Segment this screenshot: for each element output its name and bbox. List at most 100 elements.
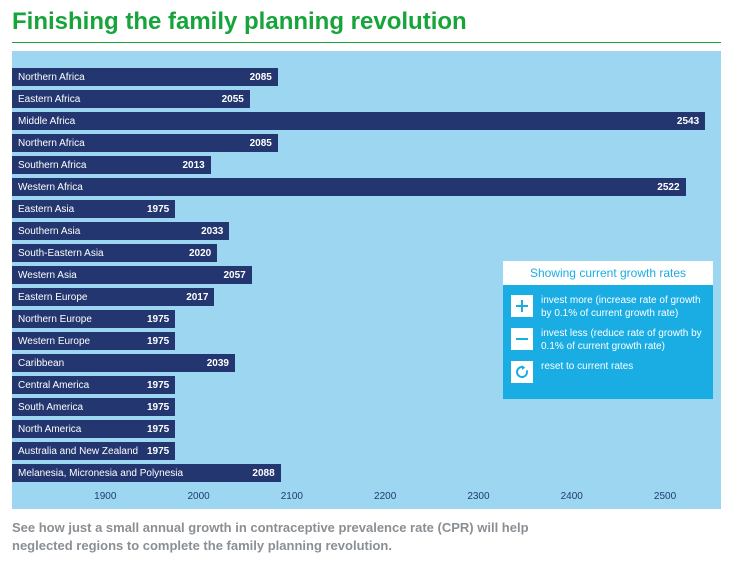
chart-bar: Northern Africa 2085 — [12, 68, 278, 86]
chart-row: North America 1975 — [12, 419, 175, 439]
chart-bar: South-Eastern Asia 2020 — [12, 244, 217, 262]
legend-item: reset to current rates — [511, 361, 705, 383]
chart-bar: Middle Africa 2543 — [12, 112, 705, 130]
bar-region-label: South America — [12, 402, 83, 413]
bar-region-label: South-Eastern Asia — [12, 248, 104, 259]
plus-icon[interactable] — [511, 295, 533, 317]
bar-value-label: 2085 — [244, 138, 278, 149]
x-axis-tick: 2000 — [187, 491, 209, 502]
chart-bar: Western Europe 1975 — [12, 332, 175, 350]
legend-item-text: invest more (increase rate of growth by … — [541, 295, 705, 320]
legend-header: Showing current growth rates — [503, 261, 713, 285]
legend-body: invest more (increase rate of growth by … — [503, 285, 713, 399]
bar-value-label: 2020 — [183, 248, 217, 259]
chart-bar: Western Asia 2057 — [12, 266, 252, 284]
legend-item-text: reset to current rates — [541, 361, 633, 374]
legend-item: invest more (increase rate of growth by … — [511, 295, 705, 320]
bar-region-label: Northern Africa — [12, 72, 85, 83]
chart-bar: Central America 1975 — [12, 376, 175, 394]
bar-value-label: 2055 — [216, 94, 250, 105]
x-axis-labels: 1900 2000 2100 2200 2300 2400 2500 — [12, 491, 721, 505]
chart-area: 1900 2000 2100 2200 2300 2400 2500 Showing cur… — [12, 51, 721, 509]
title-divider — [12, 42, 721, 43]
page-title: Finishing the family planning revolution — [0, 0, 733, 40]
bar-value-label: 1975 — [141, 402, 175, 413]
chart-row: South-Eastern Asia 2020 — [12, 243, 217, 263]
bar-value-label: 2543 — [671, 116, 705, 127]
legend-panel: Showing current growth rates invest more… — [503, 261, 713, 399]
bar-value-label: 2013 — [176, 160, 210, 171]
bar-region-label: Central America — [12, 380, 89, 391]
bar-value-label: 1975 — [141, 204, 175, 215]
chart-row: Southern Africa 2013 — [12, 155, 211, 175]
chart-bar: Eastern Africa 2055 — [12, 90, 250, 108]
bar-value-label: 1975 — [141, 336, 175, 347]
chart-row: Eastern Asia 1975 — [12, 199, 175, 219]
x-axis-tick: 2300 — [467, 491, 489, 502]
bar-value-label: 2033 — [195, 226, 229, 237]
x-axis-tick: 2100 — [281, 491, 303, 502]
chart-bar: Southern Africa 2013 — [12, 156, 211, 174]
chart-row: Eastern Africa 2055 — [12, 89, 250, 109]
bar-value-label: 2057 — [218, 270, 252, 281]
bar-value-label: 2522 — [651, 182, 685, 193]
bar-region-label: Western Europe — [12, 336, 90, 347]
legend-item-text: invest less (reduce rate of growth by 0.… — [541, 328, 705, 353]
reset-icon[interactable] — [511, 361, 533, 383]
chart-row: Northern Africa 2085 — [12, 133, 278, 153]
x-axis-tick: 1900 — [94, 491, 116, 502]
chart-row: Central America 1975 — [12, 375, 175, 395]
bar-value-label: 2088 — [246, 468, 280, 479]
chart-row: South America 1975 — [12, 397, 175, 417]
bar-region-label: Northern Africa — [12, 138, 85, 149]
chart-row: Melanesia, Micronesia and Polynesia 2088 — [12, 463, 281, 483]
bar-region-label: Southern Africa — [12, 160, 86, 171]
bar-region-label: Southern Asia — [12, 226, 80, 237]
chart-row: Australia and New Zealand1975 — [12, 441, 175, 461]
bar-region-label: North America — [12, 424, 81, 435]
chart-bar: South America 1975 — [12, 398, 175, 416]
chart-row: Middle Africa 2543 — [12, 111, 705, 131]
chart-bar: Western Africa 2522 — [12, 178, 686, 196]
bar-region-label: Melanesia, Micronesia and Polynesia — [12, 468, 183, 479]
bar-region-label: Eastern Europe — [12, 292, 88, 303]
bar-value-label: 1975 — [141, 380, 175, 391]
chart-bar: North America 1975 — [12, 420, 175, 438]
bar-value-label: 1975 — [141, 314, 175, 325]
chart-bar: Eastern Europe 2017 — [12, 288, 214, 306]
chart-row: Northern Europe 1975 — [12, 309, 175, 329]
bar-region-label: Northern Europe — [12, 314, 92, 325]
bar-value-label: 2085 — [244, 72, 278, 83]
chart-bar: Caribbean 2039 — [12, 354, 235, 372]
bar-value-label: 1975 — [141, 424, 175, 435]
chart-row: Northern Africa 2085 — [12, 67, 278, 87]
x-axis-tick: 2200 — [374, 491, 396, 502]
chart-bar: Australia and New Zealand1975 — [12, 442, 175, 460]
chart-row: Eastern Europe 2017 — [12, 287, 214, 307]
minus-icon[interactable] — [511, 328, 533, 350]
caption-text: See how just a small annual growth in co… — [0, 509, 560, 569]
bar-value-label: 2017 — [180, 292, 214, 303]
chart-bar: Southern Asia 2033 — [12, 222, 229, 240]
bar-value-label: 1975 — [141, 446, 175, 457]
x-axis-tick: 2400 — [561, 491, 583, 502]
bar-region-label: Middle Africa — [12, 116, 75, 127]
bar-value-label: 2039 — [201, 358, 235, 369]
chart-row: Caribbean 2039 — [12, 353, 235, 373]
legend-item: invest less (reduce rate of growth by 0.… — [511, 328, 705, 353]
chart-bar: Northern Africa 2085 — [12, 134, 278, 152]
chart-row: Western Africa 2522 — [12, 177, 686, 197]
chart-row: Western Asia 2057 — [12, 265, 252, 285]
chart-bar: Northern Europe 1975 — [12, 310, 175, 328]
bar-region-label: Western Africa — [12, 182, 83, 193]
bar-region-label: Australia and New Zealand — [12, 446, 138, 457]
chart-bar: Eastern Asia 1975 — [12, 200, 175, 218]
bar-region-label: Eastern Asia — [12, 204, 74, 215]
x-axis-tick: 2500 — [654, 491, 676, 502]
chart-row: Western Europe 1975 — [12, 331, 175, 351]
bar-region-label: Eastern Africa — [12, 94, 80, 105]
bar-region-label: Caribbean — [12, 358, 64, 369]
chart-row: Southern Asia 2033 — [12, 221, 229, 241]
chart-bar: Melanesia, Micronesia and Polynesia 2088 — [12, 464, 281, 482]
bar-region-label: Western Asia — [12, 270, 77, 281]
